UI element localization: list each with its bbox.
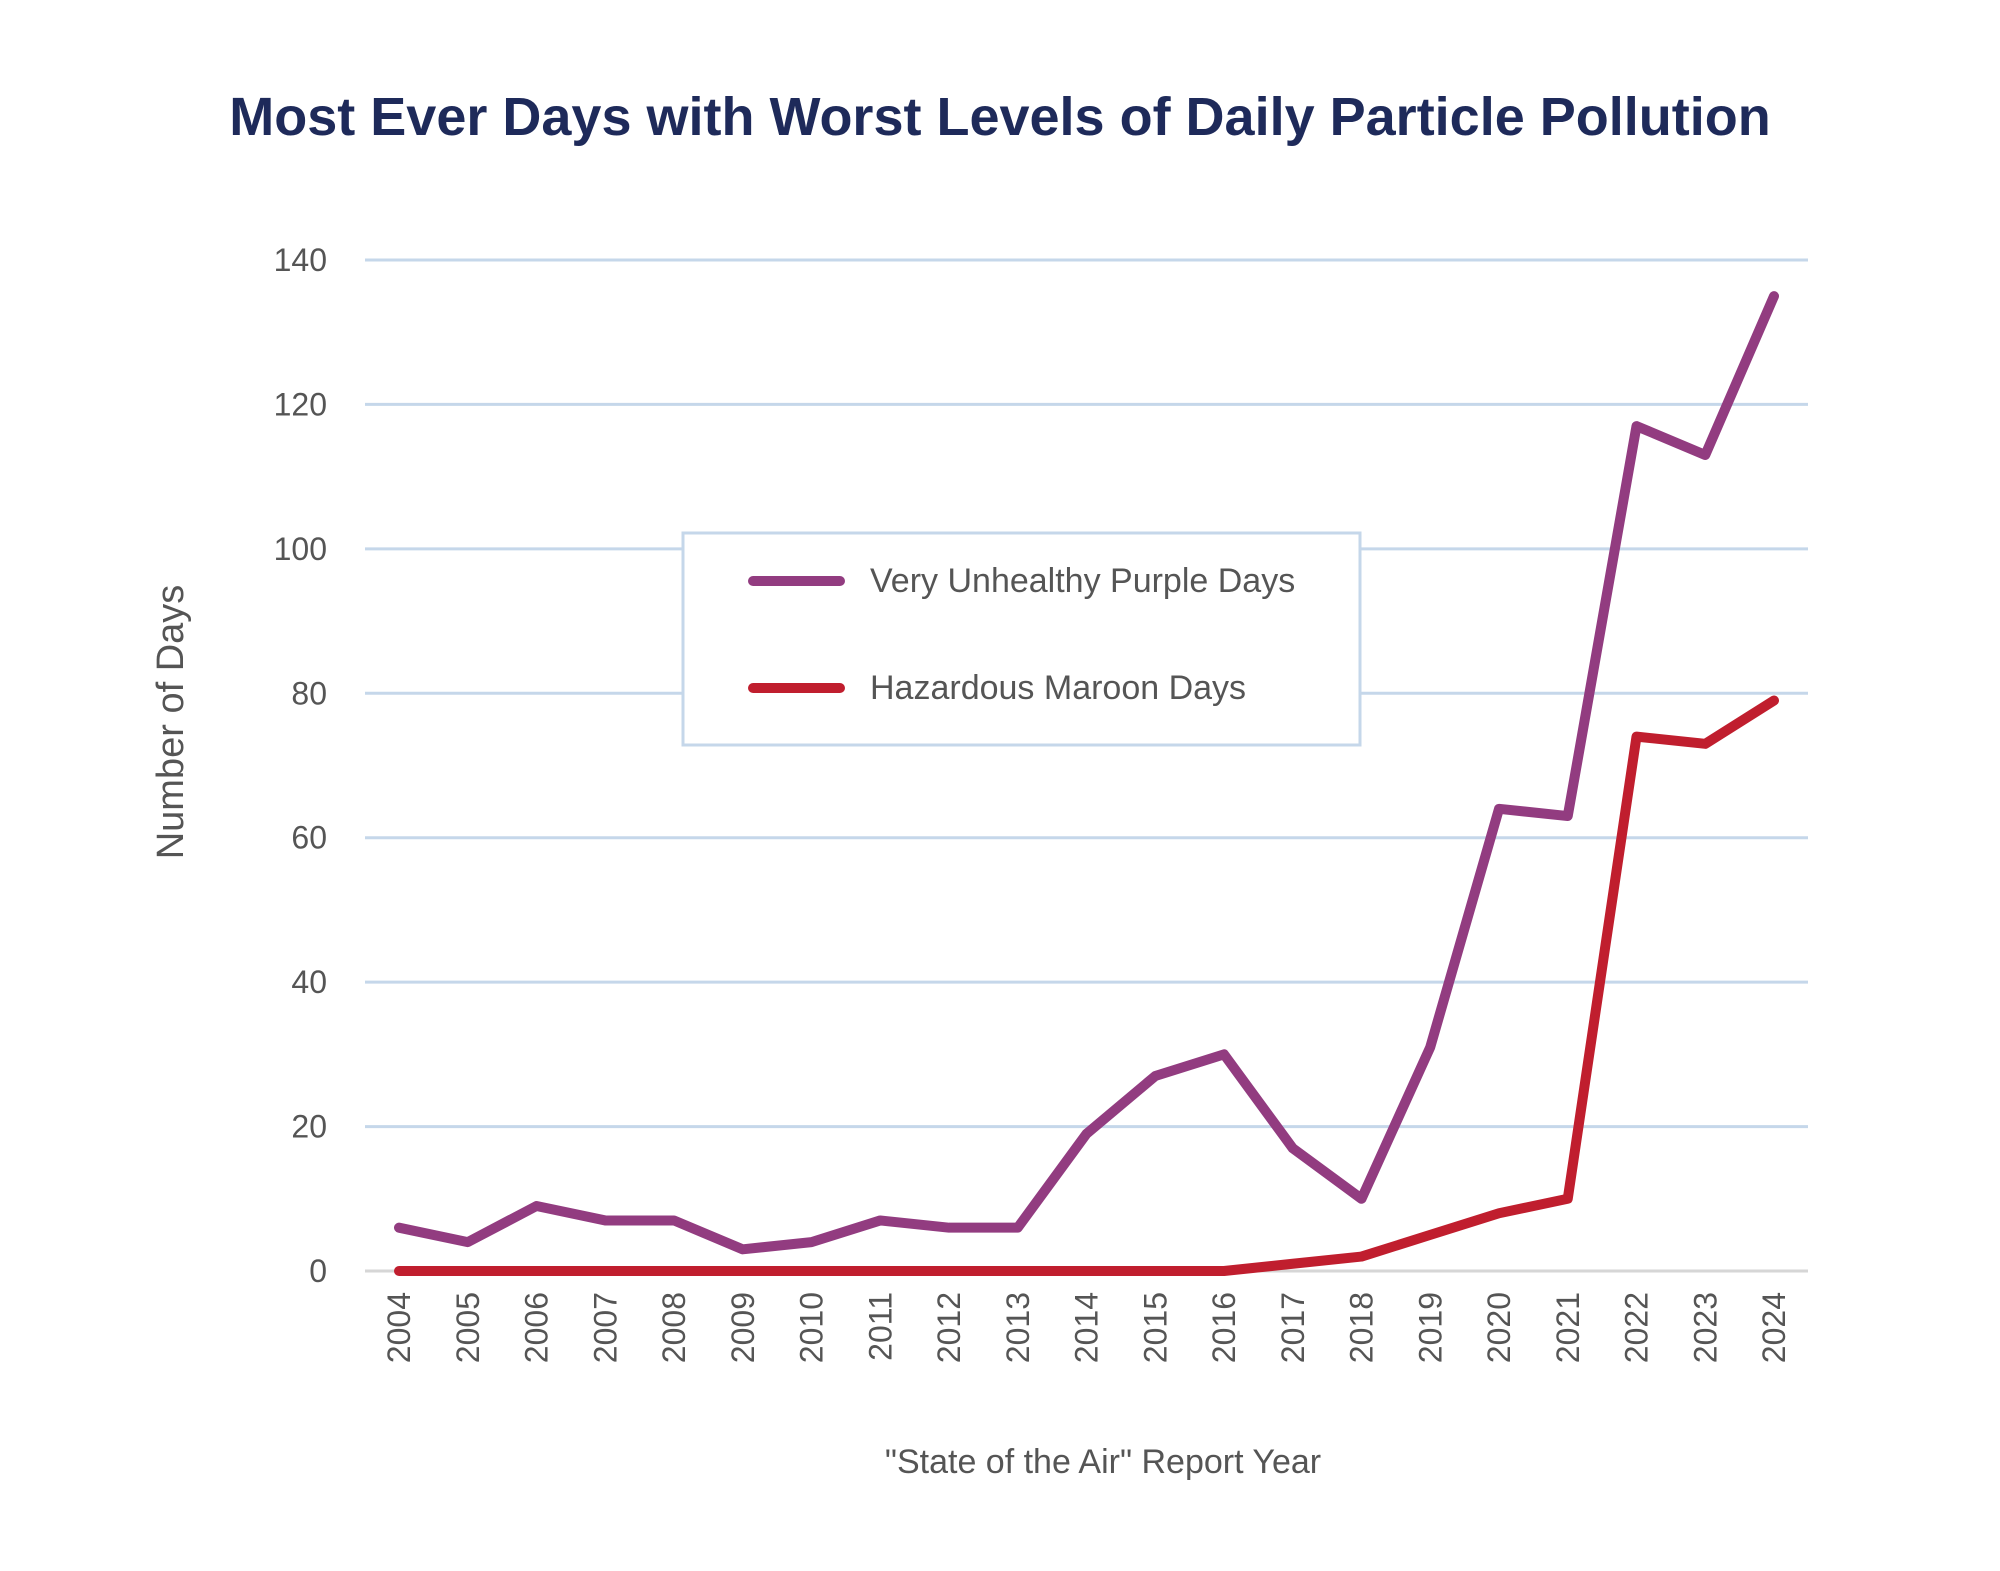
- x-tick-label: 2009: [725, 1292, 761, 1363]
- gridlines: [365, 258, 1808, 1273]
- x-tick-labels: 2004 2005 2006 2007 2008 2009 2010 2011 2012 2013…: [381, 1292, 1792, 1363]
- x-tick-label: 2023: [1687, 1292, 1723, 1363]
- x-tick-label: 2018: [1344, 1292, 1380, 1363]
- x-tick-label: 2024: [1756, 1292, 1792, 1363]
- legend-label-maroon: Hazardous Maroon Days: [870, 669, 1246, 707]
- x-tick-label: 2005: [450, 1292, 486, 1363]
- x-tick-label: 2011: [862, 1292, 898, 1361]
- x-tick-label: 2022: [1619, 1292, 1655, 1363]
- legend-label-purple: Very Unhealthy Purple Days: [870, 562, 1295, 600]
- x-tick-label: 2019: [1412, 1292, 1448, 1363]
- legend-box: [681, 531, 1362, 747]
- x-tick-label: 2004: [381, 1292, 417, 1363]
- x-tick-label: 2007: [587, 1292, 623, 1363]
- y-tick-label: 40: [291, 964, 327, 1000]
- y-tick-label: 120: [274, 386, 327, 422]
- series-lines: [394, 291, 1779, 1276]
- x-tick-label: 2015: [1137, 1292, 1173, 1363]
- y-tick-label: 100: [274, 531, 327, 567]
- y-tick-label: 20: [291, 1109, 327, 1145]
- y-tick-label: 80: [291, 675, 327, 711]
- x-tick-label: 2010: [794, 1292, 830, 1363]
- x-tick-label: 2008: [656, 1292, 692, 1363]
- x-tick-label: 2020: [1481, 1292, 1517, 1363]
- x-tick-label: 2006: [519, 1292, 555, 1363]
- y-tick-label: 0: [309, 1253, 327, 1289]
- x-tick-label: 2012: [931, 1292, 967, 1363]
- series-line-purple: [394, 291, 1779, 1255]
- y-axis-label: Number of Days: [150, 585, 192, 860]
- x-tick-label: 2021: [1550, 1292, 1586, 1363]
- x-tick-label: 2013: [1000, 1292, 1036, 1363]
- y-tick-label: 140: [274, 242, 327, 278]
- x-tick-label: 2014: [1069, 1292, 1105, 1363]
- series-line-maroon: [394, 695, 1779, 1276]
- x-tick-label: 2017: [1275, 1292, 1311, 1363]
- x-axis-label: "State of the Air" Report Year: [885, 1443, 1321, 1481]
- y-tick-label: 60: [291, 820, 327, 856]
- y-tick-labels: 0 20 40 60 80 100 120 140: [274, 242, 327, 1289]
- x-tick-label: 2016: [1206, 1292, 1242, 1363]
- legend: Very Unhealthy Purple Days Hazardous Mar…: [681, 531, 1362, 747]
- chart-title: Most Ever Days with Worst Levels of Dail…: [229, 87, 1771, 147]
